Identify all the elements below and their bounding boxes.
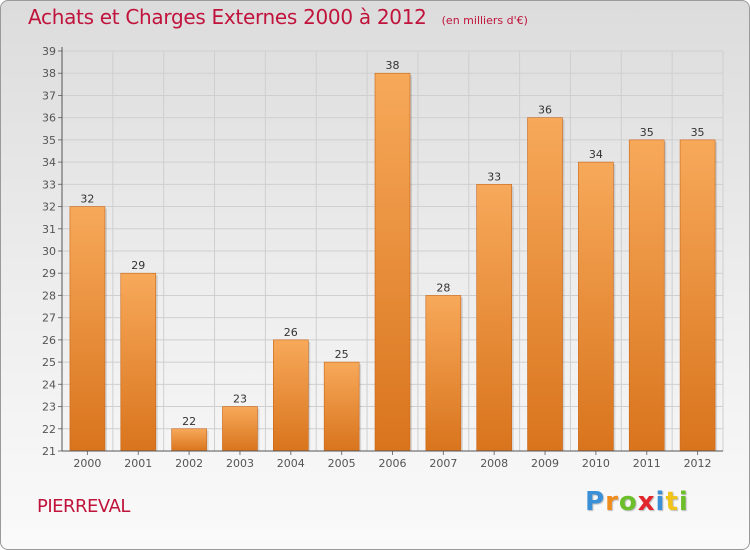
- x-tick-label: 2002: [175, 457, 203, 470]
- bar-value-label: 35: [691, 126, 705, 139]
- bar-layer: 32 29 22 23 26 25 38 28 33 36 34 35 35: [69, 59, 718, 452]
- bar-value-label: 22: [182, 415, 196, 428]
- logo-letter: x: [637, 487, 656, 517]
- bar: [628, 139, 665, 452]
- bar-value-label: 33: [487, 170, 501, 183]
- y-tick-label: 26: [42, 334, 56, 347]
- bar-value-label: 32: [80, 193, 94, 206]
- bar: [578, 161, 614, 452]
- x-tick-label: 2000: [73, 457, 101, 470]
- y-tick-label: 31: [42, 223, 56, 236]
- bar-value-label: 28: [436, 281, 450, 294]
- x-tick-label: 2008: [480, 457, 508, 470]
- x-tick-label: 2010: [582, 457, 610, 470]
- x-tick-label: 2007: [429, 457, 457, 470]
- axis-layer: 21 22 23 24 25 26 27 28 29 30 31 32 33 34 35 36 37 38 39 20…: [42, 45, 723, 470]
- y-tick-label: 37: [42, 89, 56, 102]
- bar-value-label: 35: [640, 126, 654, 139]
- bar: [171, 428, 207, 452]
- logo-letter: o: [618, 487, 638, 517]
- bar-value-label: 34: [589, 148, 603, 161]
- logo-letter: i: [678, 487, 689, 517]
- bar: [679, 139, 716, 452]
- chart-subtitle: (en milliers d'€): [441, 14, 528, 27]
- y-tick-label: 27: [42, 312, 56, 325]
- bar: [323, 361, 360, 452]
- logo-letter: i: [655, 487, 666, 517]
- y-tick-label: 33: [42, 178, 56, 191]
- bar: [120, 272, 157, 452]
- y-tick-label: 30: [42, 245, 56, 258]
- chart-title-block: Achats et Charges Externes 2000 à 2012 (…: [28, 5, 528, 29]
- chart-title: Achats et Charges Externes 2000 à 2012: [28, 5, 427, 29]
- logo-letter: t: [665, 487, 679, 517]
- x-tick-label: 2011: [633, 457, 661, 470]
- bar: [527, 117, 563, 452]
- y-tick-label: 25: [42, 356, 56, 369]
- y-tick-label: 23: [42, 401, 56, 414]
- y-tick-label: 32: [42, 201, 56, 214]
- bar-value-label: 29: [131, 259, 145, 272]
- x-tick-label: 2003: [226, 457, 254, 470]
- bar: [69, 206, 106, 452]
- logo-letter: P: [585, 487, 606, 517]
- y-tick-label: 29: [42, 267, 56, 280]
- bar-value-label: 23: [233, 393, 247, 406]
- x-tick-label: 2009: [531, 457, 559, 470]
- y-tick-label: 35: [42, 134, 56, 147]
- bar-value-label: 38: [386, 59, 400, 72]
- bar: [273, 339, 309, 452]
- bar-value-label: 25: [335, 348, 349, 361]
- y-tick-label: 22: [42, 423, 56, 436]
- y-tick-label: 24: [42, 378, 56, 391]
- y-tick-label: 21: [42, 445, 56, 458]
- bar: [476, 184, 512, 452]
- bar: [222, 406, 258, 452]
- y-tick-label: 36: [42, 112, 56, 125]
- y-tick-label: 34: [42, 156, 56, 169]
- proxiti-logo: Proxiti: [585, 487, 689, 517]
- bar-value-label: 26: [284, 326, 298, 339]
- x-tick-label: 2012: [684, 457, 712, 470]
- logo-letter: r: [605, 487, 619, 517]
- location-label: PIERREVAL: [37, 496, 130, 517]
- y-tick-label: 28: [42, 289, 56, 302]
- bar: [425, 295, 462, 452]
- x-tick-label: 2001: [124, 457, 152, 470]
- x-tick-label: 2005: [328, 457, 356, 470]
- bar-value-label: 36: [538, 104, 552, 117]
- y-tick-label: 39: [42, 45, 56, 58]
- bar: [374, 72, 411, 452]
- x-tick-label: 2004: [277, 457, 305, 470]
- y-tick-label: 38: [42, 67, 56, 80]
- x-tick-label: 2006: [379, 457, 407, 470]
